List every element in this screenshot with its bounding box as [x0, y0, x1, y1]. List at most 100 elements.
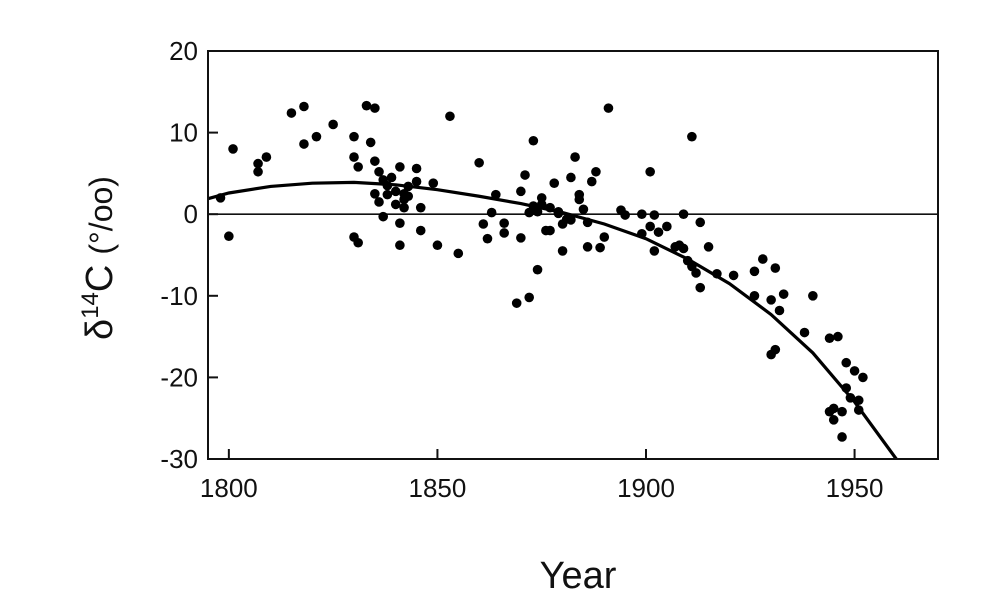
data-point: [853, 405, 864, 415]
data-point: [749, 266, 760, 277]
data-point: [586, 176, 597, 187]
data-point: [520, 170, 530, 180]
data-point: [774, 305, 785, 316]
data-point: [395, 240, 405, 251]
data-point: [516, 233, 526, 243]
data-point: [691, 268, 701, 278]
plot-frame: [207, 50, 939, 460]
data-point: [582, 242, 593, 252]
data-point: [403, 191, 414, 202]
x-axis-label: Year: [540, 555, 617, 597]
data-point: [649, 210, 660, 220]
data-point: [545, 225, 555, 236]
data-point: [228, 144, 238, 154]
data-point: [491, 189, 501, 200]
data-point: [311, 131, 322, 142]
data-point: [445, 111, 455, 122]
data-point: [382, 180, 393, 191]
data-point: [645, 166, 655, 177]
data-point: [637, 228, 647, 239]
data-point: [591, 166, 601, 177]
data-point: [390, 199, 401, 210]
x-tick-label: 1800: [200, 473, 258, 503]
data-point: [432, 240, 443, 251]
data-point: [299, 139, 309, 149]
data-point: [858, 372, 868, 383]
data-point: [620, 210, 630, 220]
data-point: [353, 237, 363, 248]
data-point: [378, 211, 389, 222]
trend-curve: [207, 180, 898, 460]
data-point: [415, 225, 426, 236]
y-axis-label-unit: (°/oo): [83, 176, 119, 255]
data-point: [286, 108, 297, 118]
data-point: [511, 298, 522, 308]
data-point: [841, 357, 852, 368]
data-point: [662, 221, 672, 232]
data-point: [374, 197, 384, 207]
y-tick-label: -10: [160, 281, 198, 311]
data-point: [574, 194, 585, 205]
data-point: [349, 131, 359, 142]
data-point: [386, 172, 397, 183]
data-point: [374, 166, 384, 177]
data-point: [370, 189, 380, 199]
data-point: [649, 246, 660, 256]
data-point: [361, 100, 372, 111]
data-point: [695, 282, 706, 293]
y-tick-label: -30: [160, 444, 198, 474]
data-point: [678, 209, 689, 219]
data-point: [770, 263, 781, 273]
data-point: [349, 152, 359, 162]
data-point: [828, 403, 839, 414]
data-point: [687, 131, 697, 142]
data-point: [224, 231, 234, 242]
data-point: [390, 186, 401, 197]
data-point: [549, 178, 560, 188]
data-point: [328, 119, 338, 130]
data-point: [353, 162, 363, 172]
data-point: [261, 152, 272, 162]
data-point: [532, 264, 543, 275]
data-point: [853, 395, 864, 406]
data-point: [749, 291, 760, 301]
data-point: [516, 186, 526, 197]
data-point: [695, 217, 706, 228]
x-tick-labels: 1800 1850 1900 1950: [200, 473, 884, 503]
data-point: [486, 207, 497, 218]
data-point: [411, 176, 422, 187]
data-point: [399, 202, 409, 213]
data-point: [474, 157, 484, 168]
data-point: [808, 291, 818, 301]
data-point: [728, 270, 739, 281]
data-point: [845, 393, 856, 403]
y-axis-label-superscript: 14: [77, 292, 104, 319]
data-point: [841, 383, 852, 393]
data-point: [849, 366, 860, 376]
axis-ticks: [208, 50, 856, 460]
data-point: [524, 292, 534, 303]
data-point: [499, 218, 509, 228]
data-point: [712, 268, 722, 279]
data-point: [828, 415, 839, 425]
data-point: [678, 243, 689, 254]
data-point: [395, 218, 405, 228]
data-point: [758, 254, 768, 264]
data-point: [603, 103, 614, 113]
y-tick-label: 0: [184, 199, 198, 229]
data-point: [415, 202, 426, 213]
data-point: [799, 327, 810, 338]
y-axis-label-main: C: [79, 265, 121, 292]
data-point: [370, 156, 380, 166]
data-point: [411, 163, 422, 174]
data-point: [778, 289, 789, 299]
data-point: [599, 232, 610, 242]
data-point: [528, 135, 539, 146]
data-point: [582, 217, 593, 228]
x-tick-label: 1900: [617, 473, 675, 503]
y-tick-labels: 20 10 0 -10 -20 -30: [160, 36, 198, 474]
data-point: [837, 432, 847, 442]
data-point: [595, 242, 605, 253]
data-point: [653, 227, 664, 237]
